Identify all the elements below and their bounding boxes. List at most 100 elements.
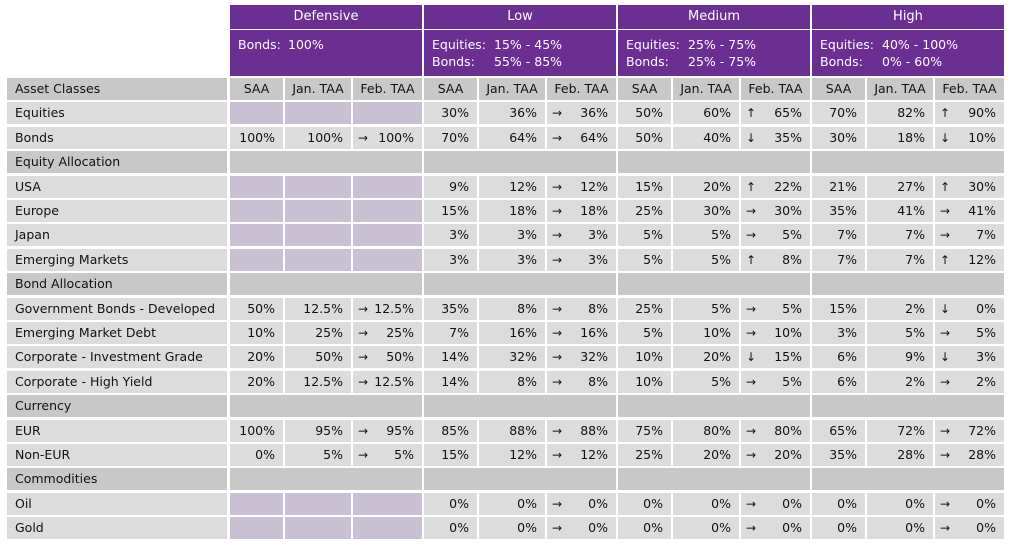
feb-taa-value: → 0% <box>935 493 1004 515</box>
feb-taa-value: → 0% <box>741 493 810 515</box>
empty-cell <box>285 176 351 198</box>
column-header-feb-taa: Feb. TAA <box>547 78 616 100</box>
jan-taa-value: 5% <box>673 298 739 320</box>
empty-cell <box>353 176 422 198</box>
jan-taa-value: 16% <box>479 322 545 344</box>
feb-value-text: 3% <box>588 252 608 267</box>
saa-value: 35% <box>812 444 865 466</box>
feb-value-text: 41% <box>968 203 996 218</box>
arrow-right-icon: → <box>940 497 951 511</box>
empty-cell <box>285 102 351 124</box>
feb-value-text: 12% <box>968 252 996 267</box>
section-header: Bond Allocation <box>7 273 227 295</box>
feb-value-text: 0% <box>976 520 996 535</box>
profile-name-2: Medium <box>618 5 810 29</box>
jan-taa-value: 88% <box>479 420 545 442</box>
arrow-right-icon: → <box>552 228 563 242</box>
feb-taa-value: → 12.5% <box>353 371 422 393</box>
arrow-right-icon: → <box>552 302 563 316</box>
feb-taa-value: → 72% <box>935 420 1004 442</box>
feb-value-text: 5% <box>782 227 802 242</box>
jan-taa-value: 12% <box>479 444 545 466</box>
feb-taa-value: ↑ 8% <box>741 249 810 271</box>
saa-value: 30% <box>424 102 477 124</box>
jan-taa-value: 0% <box>867 517 933 539</box>
feb-value-text: 16% <box>580 325 608 340</box>
feb-value-text: 22% <box>774 179 802 194</box>
jan-taa-value: 5% <box>285 444 351 466</box>
arrow-right-icon: → <box>552 497 563 511</box>
feb-taa-value: → 16% <box>547 322 616 344</box>
profile-name-1: Low <box>424 5 616 29</box>
jan-taa-value: 0% <box>673 493 739 515</box>
jan-taa-value: 32% <box>479 346 545 368</box>
arrow-down-icon: ↓ <box>746 131 757 145</box>
section-filler <box>618 395 810 417</box>
saa-value: 10% <box>618 371 671 393</box>
arrow-up-icon: ↑ <box>746 180 757 194</box>
section-header: Commodities <box>7 468 227 490</box>
saa-value: 15% <box>424 444 477 466</box>
arrow-right-icon: → <box>552 180 563 194</box>
feb-taa-value: → 0% <box>547 517 616 539</box>
saa-value: 15% <box>424 200 477 222</box>
feb-taa-value: ↓ 35% <box>741 127 810 149</box>
saa-value: 21% <box>812 176 865 198</box>
saa-value: 25% <box>618 298 671 320</box>
arrow-right-icon: → <box>746 326 757 340</box>
section-filler <box>230 395 422 417</box>
column-header-saa: SAA <box>812 78 865 100</box>
arrow-right-icon: → <box>940 521 951 535</box>
arrow-down-icon: ↓ <box>940 350 951 364</box>
saa-value: 5% <box>618 249 671 271</box>
feb-value-text: 30% <box>968 179 996 194</box>
arrow-right-icon: → <box>552 204 563 218</box>
saa-value: 5% <box>618 224 671 246</box>
feb-value-text: 8% <box>782 252 802 267</box>
row-label: Bonds <box>7 127 227 149</box>
feb-value-text: 0% <box>588 520 608 535</box>
feb-taa-value: → 12% <box>547 444 616 466</box>
column-header-saa: SAA <box>618 78 671 100</box>
jan-taa-value: 100% <box>285 127 351 149</box>
arrow-right-icon: → <box>746 448 757 462</box>
column-header-feb-taa: Feb. TAA <box>741 78 810 100</box>
section-filler <box>618 468 810 490</box>
section-filler <box>618 151 810 173</box>
section-filler <box>424 395 616 417</box>
saa-value: 7% <box>424 322 477 344</box>
profile-desc-value: 40% - 100% <box>882 37 958 52</box>
feb-value-text: 25% <box>386 325 414 340</box>
saa-value: 0% <box>230 444 283 466</box>
saa-value: 65% <box>812 420 865 442</box>
jan-taa-value: 95% <box>285 420 351 442</box>
jan-taa-value: 80% <box>673 420 739 442</box>
section-filler <box>230 151 422 173</box>
column-header-jan-taa: Jan. TAA <box>673 78 739 100</box>
row-label: Emerging Markets <box>7 249 227 271</box>
saa-value: 50% <box>230 298 283 320</box>
saa-value: 5% <box>618 322 671 344</box>
arrow-right-icon: → <box>940 204 951 218</box>
feb-value-text: 50% <box>386 349 414 364</box>
profile-desc-label: Equities: <box>820 37 875 52</box>
feb-value-text: 35% <box>774 130 802 145</box>
feb-taa-value: ↓ 10% <box>935 127 1004 149</box>
profile-desc-line: Equities: 25% - 75% <box>626 36 810 53</box>
profile-desc-line: Bonds: 25% - 75% <box>626 53 810 70</box>
feb-taa-value: → 30% <box>741 200 810 222</box>
arrow-up-icon: ↑ <box>746 106 757 120</box>
feb-taa-value: → 18% <box>547 200 616 222</box>
feb-taa-value: → 12% <box>547 176 616 198</box>
jan-taa-value: 9% <box>867 346 933 368</box>
feb-taa-value: → 64% <box>547 127 616 149</box>
feb-taa-value: → 0% <box>547 493 616 515</box>
feb-value-text: 36% <box>580 105 608 120</box>
jan-taa-value: 5% <box>867 322 933 344</box>
profile-desc-line: Bonds: 55% - 85% <box>432 53 616 70</box>
feb-value-text: 2% <box>976 374 996 389</box>
profile-name-0: Defensive <box>230 5 422 29</box>
jan-taa-value: 60% <box>673 102 739 124</box>
feb-value-text: 0% <box>976 496 996 511</box>
